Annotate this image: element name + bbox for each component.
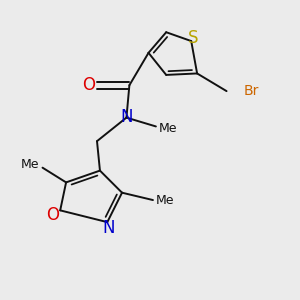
Text: Me: Me <box>156 194 174 207</box>
Text: N: N <box>121 108 133 126</box>
Text: O: O <box>82 76 95 94</box>
Text: Me: Me <box>159 122 177 135</box>
Text: Br: Br <box>244 84 259 98</box>
Text: Me: Me <box>21 158 40 171</box>
Text: O: O <box>46 206 59 224</box>
Text: S: S <box>188 29 198 47</box>
Text: N: N <box>103 219 115 237</box>
